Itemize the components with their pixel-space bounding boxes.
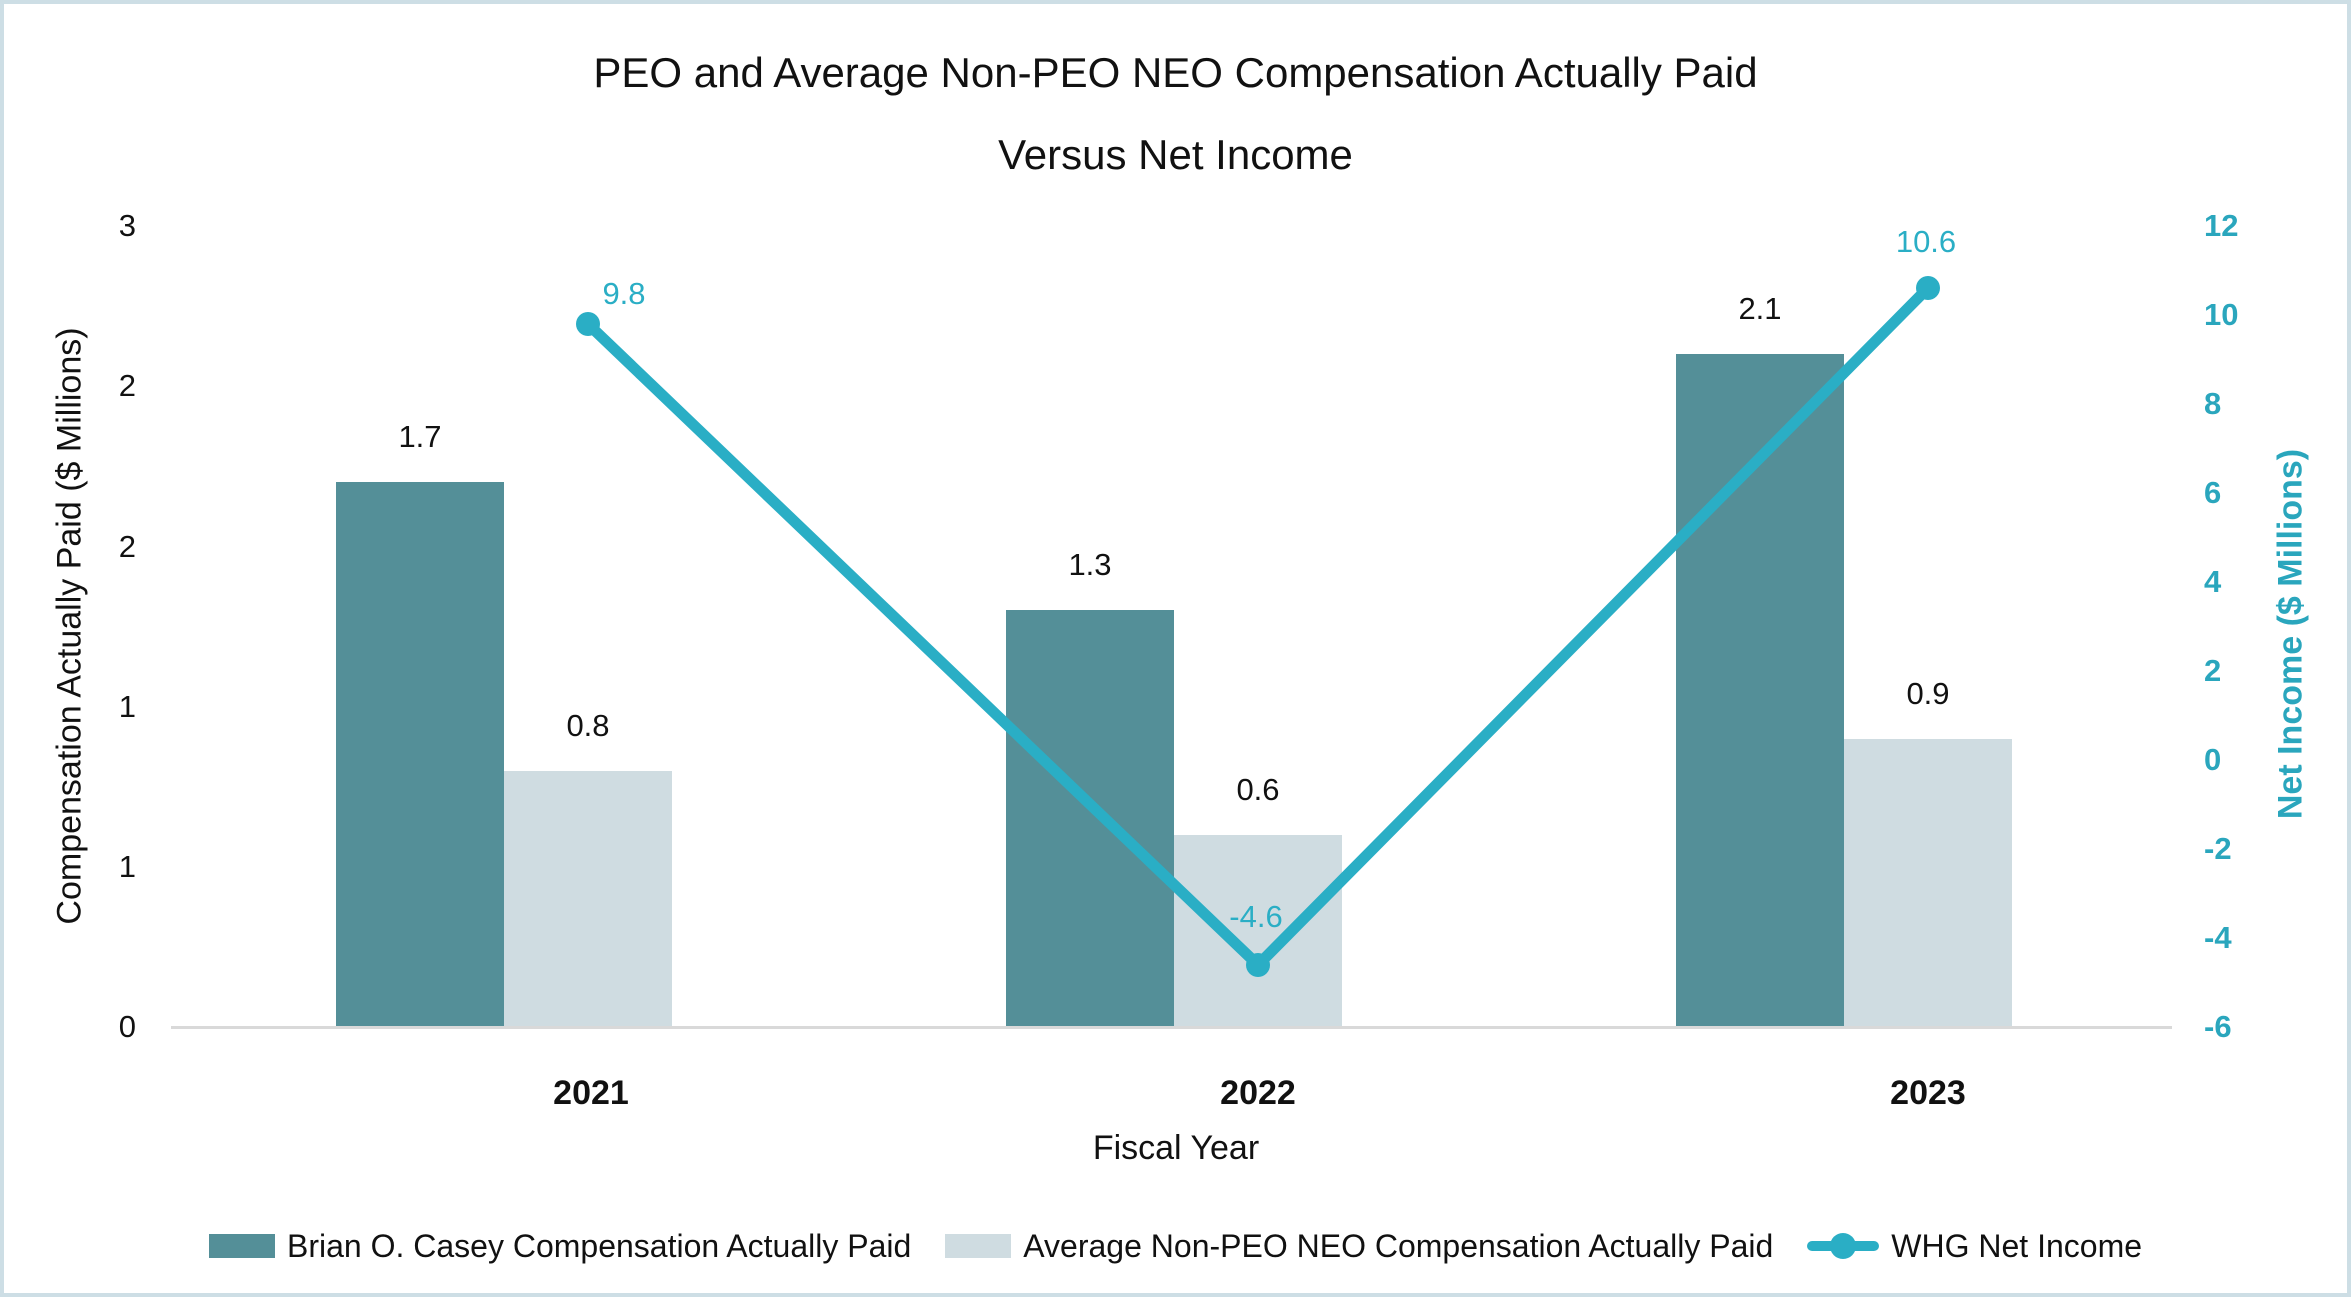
net-income-point-2023 (1916, 276, 1940, 300)
right-tick-label: 12 (2204, 208, 2239, 243)
chart-title-line1: PEO and Average Non-PEO NEO Compensation… (593, 49, 1758, 96)
line-label-2022: -4.6 (1229, 899, 1283, 934)
right-tick-label: 0 (2204, 742, 2222, 777)
bar-label-nonpeo-2021: 0.8 (566, 708, 610, 743)
left-tick-label: 2 (118, 529, 136, 564)
legend-swatch-peo (208, 1234, 275, 1258)
chart-title: PEO and Average Non-PEO NEO Compensation… (4, 32, 2347, 196)
right-tick-label: -4 (2204, 920, 2232, 955)
right-tick-label: -6 (2204, 1009, 2232, 1044)
legend: Brian O. Casey Compensation Actually Pai… (4, 1222, 2347, 1270)
right-tick-label: 10 (2204, 297, 2239, 332)
legend-dot-icon (1830, 1233, 1857, 1259)
bar-label-nonpeo-2022: 0.6 (1236, 772, 1280, 807)
right-tick-label: -2 (2204, 831, 2232, 866)
left-tick-label: 1 (118, 849, 136, 884)
x-label-2021: 2021 (553, 1074, 629, 1112)
chart-title-line2: Versus Net Income (998, 131, 1353, 178)
bar-label-peo-2021: 1.7 (398, 419, 442, 454)
legend-label-netincome: WHG Net Income (1891, 1227, 2143, 1264)
bar-nonpeo-2021 (504, 771, 672, 1027)
left-tick-label: 0 (118, 1009, 136, 1044)
legend-item-netincome: WHG Net Income (1807, 1228, 2142, 1265)
right-tick-label: 4 (2204, 564, 2222, 599)
legend-label-nonpeo: Average Non-PEO NEO Compensation Actuall… (1023, 1227, 1774, 1264)
right-tick-label: 6 (2204, 475, 2222, 510)
legend-swatch-nonpeo (945, 1234, 1012, 1258)
legend-line-marker-icon (1807, 1233, 1880, 1259)
x-axis-line (171, 1026, 2172, 1029)
bar-peo-2022 (1006, 610, 1174, 1027)
bar-peo-2021 (336, 482, 504, 1027)
x-axis-title: Fiscal Year (1092, 1129, 1260, 1167)
left-tick-label: 3 (118, 208, 136, 243)
right-tick-label: 2 (2204, 653, 2222, 688)
bar-label-peo-2023: 2.1 (1738, 291, 1782, 326)
line-label-2023: 10.6 (1895, 224, 1957, 259)
bar-label-peo-2022: 1.3 (1068, 547, 1112, 582)
legend-item-nonpeo: Average Non-PEO NEO Compensation Actuall… (945, 1228, 1773, 1265)
line-label-2021: 9.8 (602, 276, 646, 311)
x-label-2023: 2023 (1890, 1074, 1966, 1112)
legend-item-peo: Brian O. Casey Compensation Actually Pai… (208, 1227, 912, 1265)
x-label-2022: 2022 (1220, 1074, 1296, 1112)
left-axis-title: Compensation Actually Paid ($ Millions) (50, 327, 89, 925)
left-tick-label: 1 (118, 689, 136, 724)
right-tick-label: 8 (2204, 386, 2222, 421)
bar-label-nonpeo-2023: 0.9 (1906, 676, 1950, 711)
bar-nonpeo-2023 (1844, 739, 2012, 1027)
bar-peo-2023 (1676, 354, 1844, 1027)
legend-label-peo: Brian O. Casey Compensation Actually Pai… (286, 1227, 912, 1264)
left-tick-label: 2 (118, 368, 136, 403)
